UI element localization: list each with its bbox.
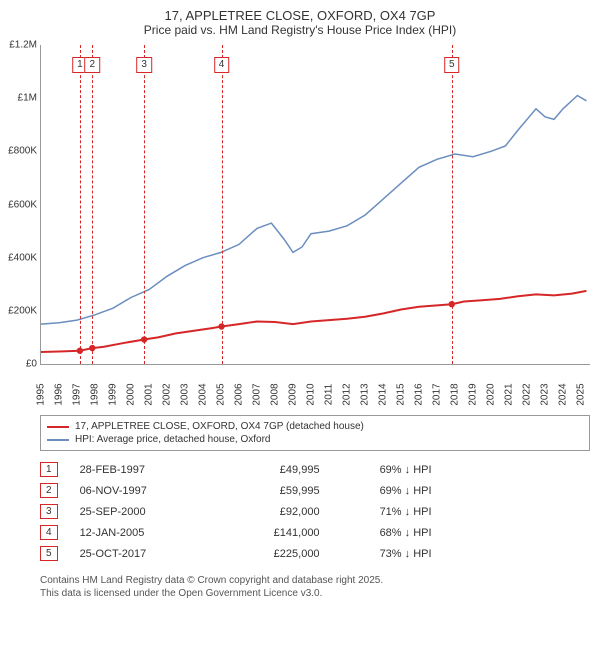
x-tick-label: 1997 — [72, 383, 83, 405]
sales-price: £225,000 — [210, 548, 320, 560]
x-tick-label: 2022 — [522, 383, 533, 405]
x-tick-label: 2025 — [576, 383, 587, 405]
sale-marker-label: 5 — [444, 57, 460, 73]
x-tick-label: 2021 — [504, 383, 515, 405]
x-tick-label: 2019 — [468, 383, 479, 405]
x-tick-label: 2004 — [198, 383, 209, 405]
x-tick-label: 2017 — [432, 383, 443, 405]
x-tick-label: 1999 — [108, 383, 119, 405]
sale-marker-line — [222, 45, 223, 364]
legend-swatch — [47, 439, 69, 441]
sales-date: 06-NOV-1997 — [80, 485, 210, 497]
x-tick-label: 2000 — [126, 383, 137, 405]
sales-row: 1 28-FEB-1997£49,99569% ↓ HPI — [40, 459, 590, 480]
sales-price: £141,000 — [210, 527, 320, 539]
sales-hpi-delta: 69% ↓ HPI — [320, 485, 432, 497]
legend-item: 17, APPLETREE CLOSE, OXFORD, OX4 7GP (de… — [47, 420, 583, 433]
footer-line1: Contains HM Land Registry data © Crown c… — [40, 574, 590, 587]
legend: 17, APPLETREE CLOSE, OXFORD, OX4 7GP (de… — [40, 415, 590, 451]
x-tick-label: 2012 — [342, 383, 353, 405]
y-tick-label: £600K — [3, 199, 37, 210]
sales-row: 5 25-OCT-2017£225,00073% ↓ HPI — [40, 543, 590, 564]
sales-date: 25-SEP-2000 — [80, 506, 210, 518]
title-line2: Price paid vs. HM Land Registry's House … — [10, 23, 590, 37]
sale-marker-label: 4 — [214, 57, 230, 73]
series-line — [41, 96, 586, 325]
legend-swatch — [47, 426, 69, 428]
sale-marker-label: 3 — [136, 57, 152, 73]
sales-hpi-delta: 69% ↓ HPI — [320, 464, 432, 476]
sales-hpi-delta: 68% ↓ HPI — [320, 527, 432, 539]
sales-table: 1 28-FEB-1997£49,99569% ↓ HPI 2 06-NOV-1997… — [40, 459, 590, 564]
x-tick-label: 2005 — [216, 383, 227, 405]
x-tick-label: 2024 — [558, 383, 569, 405]
sale-marker-line — [80, 45, 81, 364]
title-line1: 17, APPLETREE CLOSE, OXFORD, OX4 7GP — [10, 8, 590, 23]
x-tick-label: 2008 — [270, 383, 281, 405]
chart-plot-area: £0£200K£400K£600K£800K£1M£1.2M1995199619… — [40, 45, 590, 365]
sales-price: £92,000 — [210, 506, 320, 518]
x-tick-label: 2015 — [396, 383, 407, 405]
chart-svg — [41, 45, 590, 364]
series-line — [41, 291, 586, 352]
x-tick-label: 2023 — [540, 383, 551, 405]
x-tick-label: 2010 — [306, 383, 317, 405]
x-tick-label: 2001 — [144, 383, 155, 405]
sale-marker-line — [144, 45, 145, 364]
legend-label: HPI: Average price, detached house, Oxfo… — [75, 434, 271, 445]
chart-title-block: 17, APPLETREE CLOSE, OXFORD, OX4 7GP Pri… — [0, 0, 600, 41]
sales-marker-num: 5 — [40, 546, 58, 561]
sales-marker-num: 4 — [40, 525, 58, 540]
x-tick-label: 2009 — [288, 383, 299, 405]
sales-price: £49,995 — [210, 464, 320, 476]
sale-marker-label: 2 — [85, 57, 101, 73]
sales-hpi-delta: 71% ↓ HPI — [320, 506, 432, 518]
x-tick-label: 2011 — [324, 384, 335, 406]
x-tick-label: 2006 — [234, 383, 245, 405]
sales-date: 28-FEB-1997 — [80, 464, 210, 476]
sales-hpi-delta: 73% ↓ HPI — [320, 548, 432, 560]
sales-marker-num: 1 — [40, 462, 58, 477]
x-tick-label: 1998 — [90, 383, 101, 405]
legend-item: HPI: Average price, detached house, Oxfo… — [47, 433, 583, 446]
sales-date: 12-JAN-2005 — [80, 527, 210, 539]
footer-line2: This data is licensed under the Open Gov… — [40, 587, 590, 600]
footer-attribution: Contains HM Land Registry data © Crown c… — [40, 574, 590, 600]
sales-price: £59,995 — [210, 485, 320, 497]
x-tick-label: 2016 — [414, 383, 425, 405]
sales-row: 4 12-JAN-2005£141,00068% ↓ HPI — [40, 522, 590, 543]
legend-label: 17, APPLETREE CLOSE, OXFORD, OX4 7GP (de… — [75, 421, 364, 432]
sales-row: 3 25-SEP-2000£92,00071% ↓ HPI — [40, 501, 590, 522]
sales-row: 2 06-NOV-1997£59,99569% ↓ HPI — [40, 480, 590, 501]
sales-date: 25-OCT-2017 — [80, 548, 210, 560]
y-tick-label: £800K — [3, 146, 37, 157]
sale-marker-line — [92, 45, 93, 364]
x-tick-label: 2007 — [252, 383, 263, 405]
x-tick-label: 2013 — [360, 383, 371, 405]
y-tick-label: £0 — [3, 359, 37, 370]
y-tick-label: £400K — [3, 252, 37, 263]
sales-marker-num: 3 — [40, 504, 58, 519]
y-tick-label: £1M — [3, 93, 37, 104]
sales-marker-num: 2 — [40, 483, 58, 498]
x-tick-label: 2003 — [180, 383, 191, 405]
x-tick-label: 1996 — [54, 383, 65, 405]
x-tick-label: 2018 — [450, 383, 461, 405]
x-tick-label: 1995 — [36, 383, 47, 405]
x-tick-label: 2002 — [162, 383, 173, 405]
x-tick-label: 2020 — [486, 383, 497, 405]
y-tick-label: £200K — [3, 305, 37, 316]
y-tick-label: £1.2M — [3, 40, 37, 51]
x-tick-label: 2014 — [378, 383, 389, 405]
sale-marker-line — [452, 45, 453, 364]
